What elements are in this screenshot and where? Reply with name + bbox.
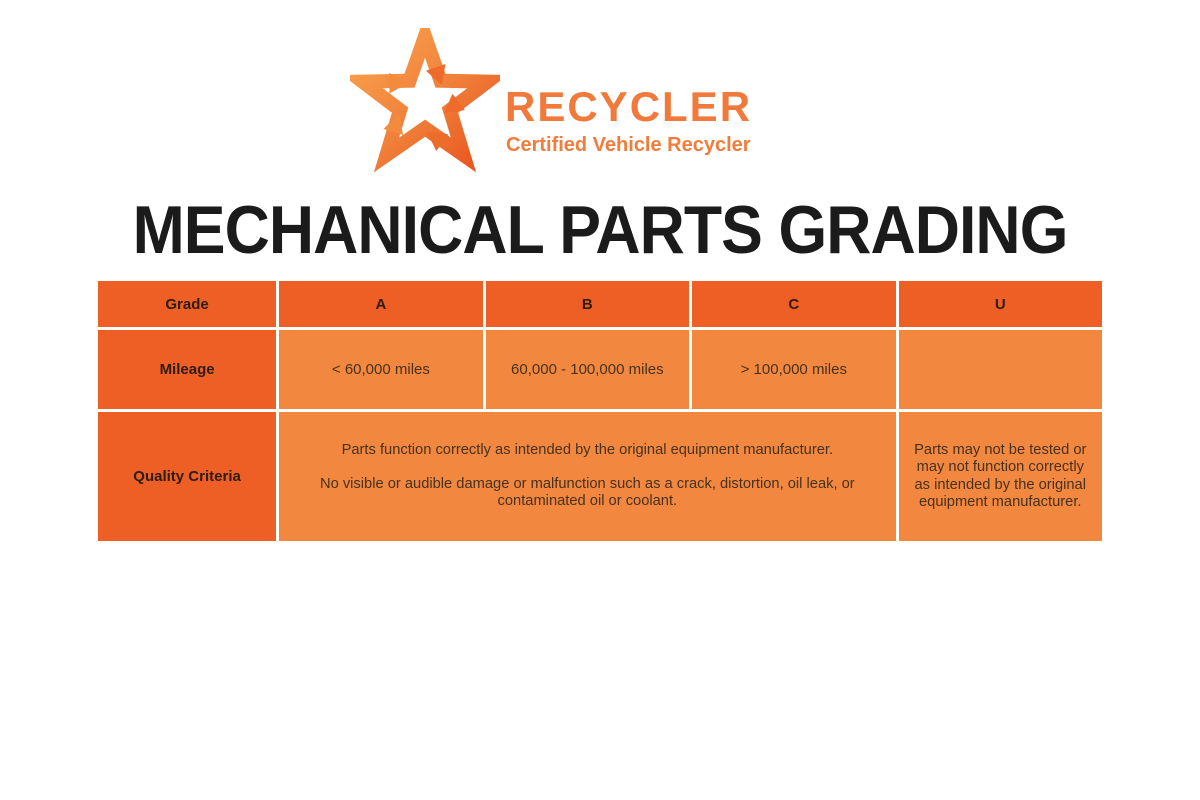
mileage-grade-b: 60,000 - 100,000 miles <box>482 327 693 412</box>
page-title: MECHANICAL PARTS GRADING <box>132 192 1069 268</box>
grading-table: Grade A B C U Mileage < 60,000 miles 60,… <box>94 278 1106 544</box>
mileage-row-label: Mileage <box>94 327 280 412</box>
recycler-star-icon <box>350 28 500 173</box>
quality-grade-u: Parts may not be tested or may not funct… <box>895 409 1106 544</box>
quality-grades-abc: Parts function correctly as intended by … <box>276 409 899 544</box>
brand-name: RECYCLER <box>505 83 753 130</box>
mileage-row: Mileage < 60,000 miles 60,000 - 100,000 … <box>94 327 1106 412</box>
table-header-row: Grade A B C U <box>94 278 1106 330</box>
header-grade-c: C <box>689 278 899 330</box>
mileage-grade-u <box>895 327 1106 412</box>
mileage-grade-a: < 60,000 miles <box>276 327 486 412</box>
header-grade-u: U <box>895 278 1106 330</box>
quality-row-label: Quality Criteria <box>94 409 280 544</box>
header-grade: Grade <box>94 278 280 330</box>
brand-tagline: Certified Vehicle Recycler <box>506 134 751 156</box>
mileage-grade-c: > 100,000 miles <box>689 327 899 412</box>
quality-abc-paragraph-2: No visible or audible damage or malfunct… <box>319 475 855 510</box>
header-grade-b: B <box>482 278 693 330</box>
quality-criteria-row: Quality Criteria Parts function correctl… <box>94 409 1106 544</box>
quality-abc-paragraph-1: Parts function correctly as intended by … <box>341 441 834 458</box>
header-grade-a: A <box>276 278 486 330</box>
